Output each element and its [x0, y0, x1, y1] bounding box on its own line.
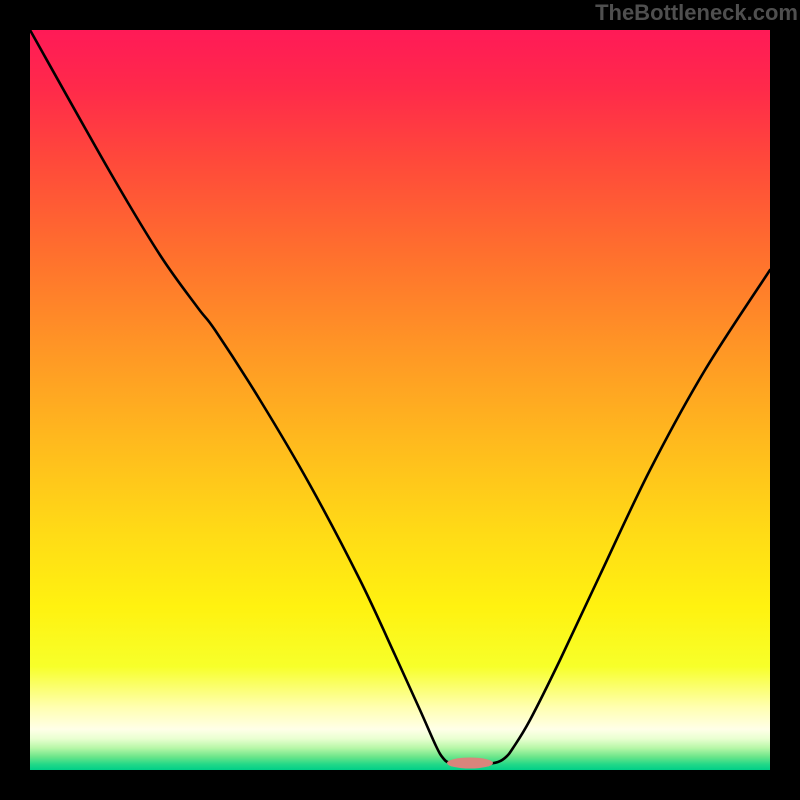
frame-left	[0, 0, 30, 800]
recommended-marker	[447, 758, 493, 769]
bottleneck-chart: TheBottleneck.com	[0, 0, 800, 800]
frame-bottom	[0, 770, 800, 800]
watermark-text: TheBottleneck.com	[595, 0, 798, 25]
gradient-background	[30, 30, 770, 770]
frame-right	[770, 0, 800, 800]
